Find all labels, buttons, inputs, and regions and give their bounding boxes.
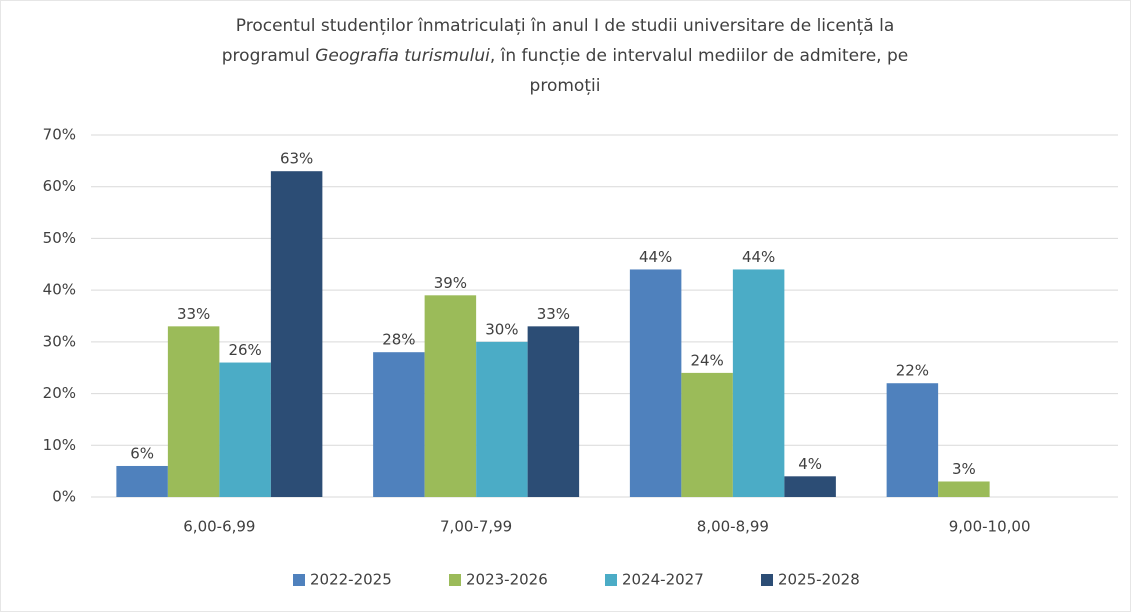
legend-swatch (449, 574, 461, 586)
y-tick-label: 10% (43, 436, 76, 454)
bar (681, 372, 733, 497)
x-tick-label: 7,00-7,99 (440, 518, 512, 536)
data-label: 3% (952, 460, 976, 478)
y-tick-label: 20% (43, 384, 76, 402)
y-tick-label: 40% (43, 281, 76, 299)
data-label: 33% (177, 305, 210, 323)
title-segment: Procentul studenților înmatriculați în a… (236, 16, 894, 36)
title-segment: Geografia turismului (315, 46, 490, 66)
y-tick-label: 30% (43, 332, 76, 350)
data-label: 39% (434, 274, 467, 292)
bar (116, 465, 168, 497)
legend-swatch (293, 574, 305, 586)
bar (373, 352, 425, 497)
y-tick-label: 0% (52, 488, 76, 506)
x-tick-label: 6,00-6,99 (183, 518, 255, 536)
chart-title: Procentul studenților înmatriculați în a… (236, 16, 894, 36)
chart-title: programul Geografia turismului, în funcț… (222, 46, 908, 66)
data-label: 6% (130, 444, 154, 462)
data-label: 44% (742, 248, 775, 266)
bar (886, 383, 939, 497)
y-tick-label: 70% (43, 126, 76, 144)
legend-label: 2024-2027 (622, 571, 704, 589)
bar (167, 326, 220, 497)
data-label: 44% (639, 248, 672, 266)
bar (270, 171, 323, 497)
data-label: 22% (896, 362, 929, 380)
bar (219, 362, 271, 497)
x-tick-label: 8,00-8,99 (697, 518, 769, 536)
bar (784, 476, 836, 497)
y-tick-label: 60% (43, 177, 76, 195)
data-label: 33% (537, 305, 570, 323)
data-label: 4% (798, 455, 822, 473)
data-label: 24% (690, 351, 723, 369)
title-segment: programul (222, 46, 315, 66)
x-tick-label: 9,00-10,00 (949, 518, 1031, 536)
bar (476, 341, 528, 497)
data-label: 30% (485, 320, 518, 338)
bar (629, 269, 682, 497)
data-label: 28% (382, 331, 415, 349)
title-segment: promoții (530, 76, 601, 96)
chart-title: promoții (530, 76, 601, 96)
legend-label: 2023-2026 (466, 571, 548, 589)
y-tick-label: 50% (43, 229, 76, 247)
legend-swatch (605, 574, 617, 586)
title-segment: , în funcție de intervalul mediilor de a… (490, 46, 908, 66)
data-label: 63% (280, 150, 313, 168)
bar (424, 295, 477, 497)
legend-label: 2025-2028 (778, 571, 860, 589)
bar (938, 481, 990, 497)
bar (527, 326, 580, 497)
bar (732, 269, 785, 497)
legend-swatch (761, 574, 773, 586)
data-label: 26% (228, 341, 261, 359)
legend-label: 2022-2025 (310, 571, 392, 589)
